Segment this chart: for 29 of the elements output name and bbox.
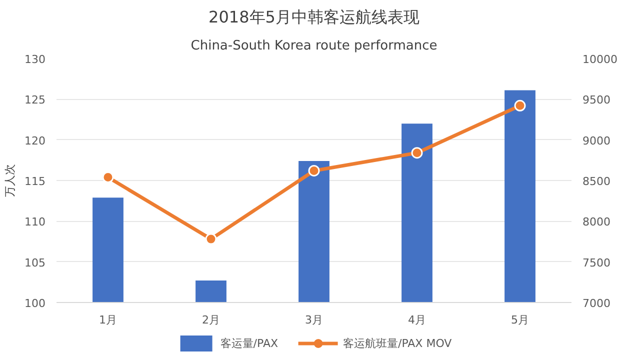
y-tick-label: 110 <box>24 216 46 229</box>
y2-tick-label: 7000 <box>582 297 610 310</box>
y-tick-label: 100 <box>24 297 46 310</box>
y2-tick-label: 8000 <box>582 216 610 229</box>
legend-label: 客运航班量/PAX MOV <box>343 336 452 350</box>
y-axis-title: 万人次 <box>4 164 17 197</box>
y2-tick-label: 8500 <box>582 175 610 188</box>
x-tick-label: 2月 <box>202 314 220 326</box>
y-tick-label: 115 <box>24 175 46 188</box>
chart-title: 2018年5月中韩客运航线表现 <box>208 8 420 26</box>
y2-tick-label: 7500 <box>582 256 610 270</box>
y-tick-label: 120 <box>24 134 46 148</box>
x-tick-label: 4月 <box>408 314 426 326</box>
point <box>102 172 114 183</box>
x-tick-label: 5月 <box>511 314 529 326</box>
y-tick-label: 130 <box>24 53 46 66</box>
y-tick-label: 125 <box>24 94 46 107</box>
x-tick-label: 1月 <box>99 314 117 326</box>
y2-tick-label: 10000 <box>582 53 618 66</box>
point <box>411 147 423 159</box>
y2-tick-label: 9500 <box>582 94 610 107</box>
legend-label: 客运量/PAX <box>220 336 278 350</box>
chart-subtitle: China-South Korea route performance <box>190 38 438 54</box>
y2-tick-label: 9000 <box>582 134 610 148</box>
point <box>308 165 320 176</box>
y-tick-label: 105 <box>24 256 46 270</box>
point <box>514 100 526 112</box>
point <box>205 233 217 245</box>
x-tick-label: 3月 <box>305 314 323 326</box>
